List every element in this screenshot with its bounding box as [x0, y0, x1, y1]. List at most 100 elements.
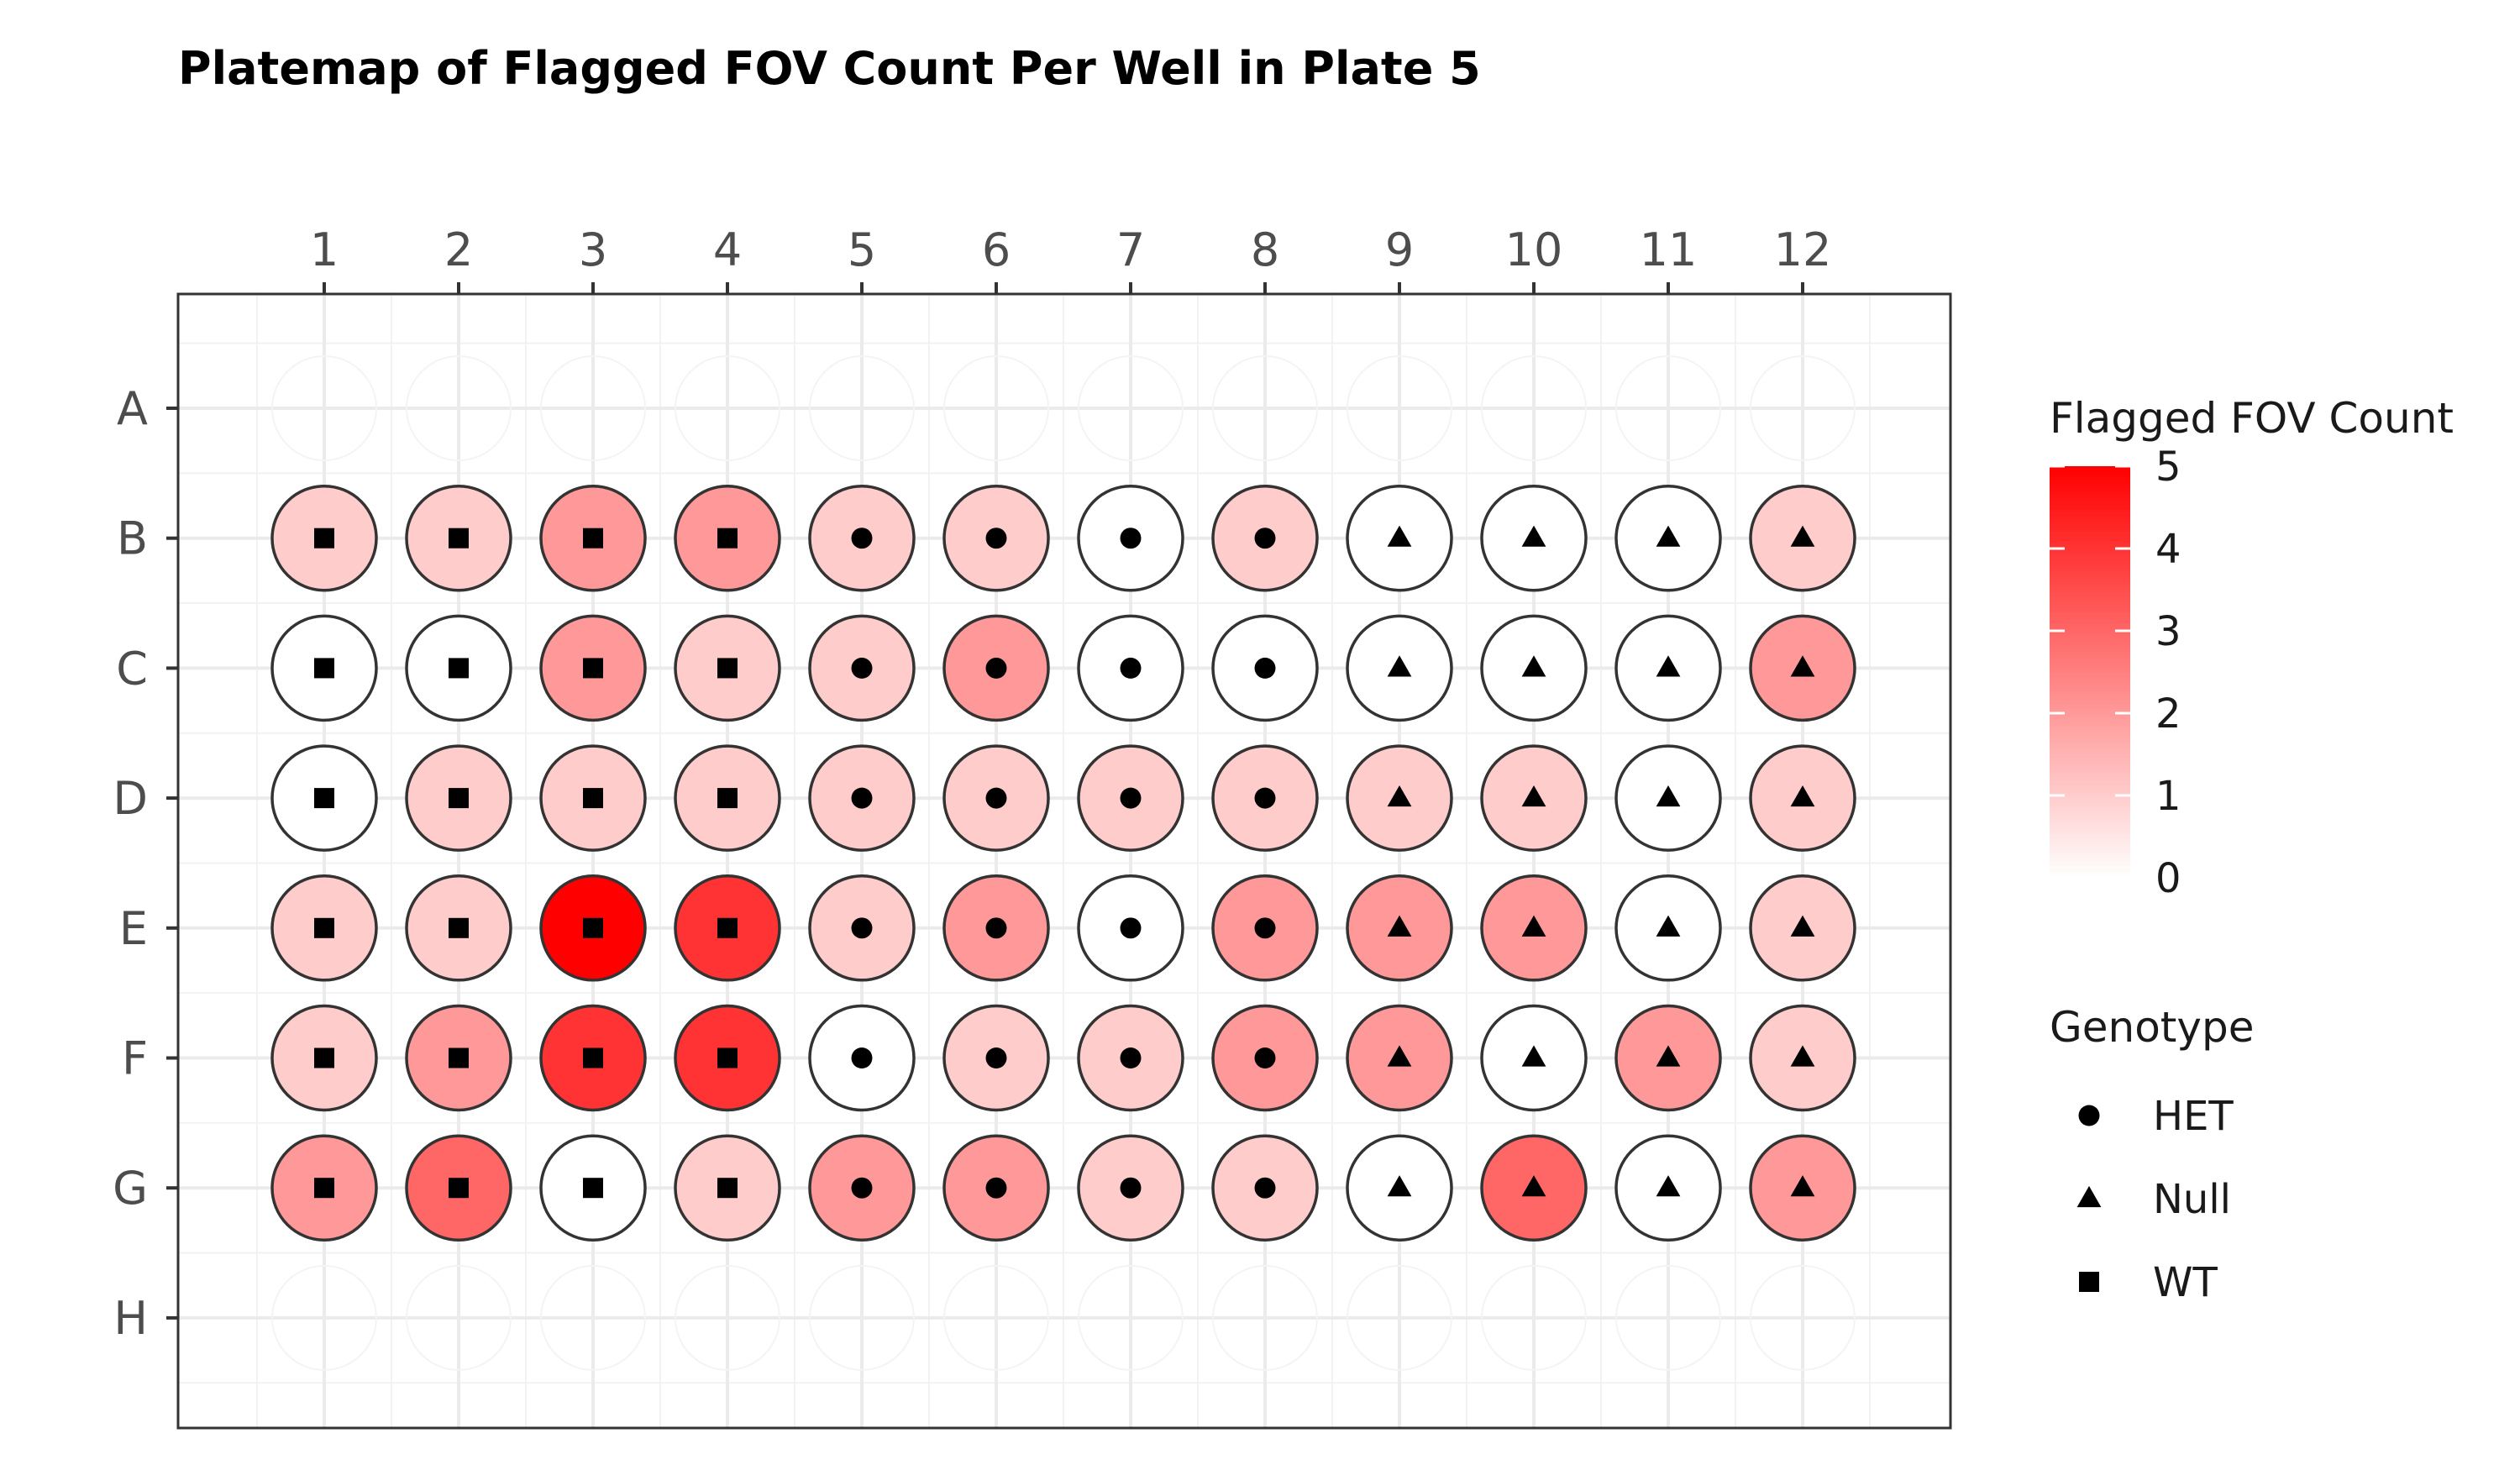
well-marker-F11	[1656, 1045, 1681, 1067]
empty-well-H10	[1481, 1264, 1587, 1371]
well-marker-F9	[1387, 1045, 1412, 1067]
well-marker-F8	[1254, 1047, 1276, 1068]
well-marker-G10	[1521, 1175, 1546, 1197]
x-tick-label: 12	[1774, 223, 1832, 276]
x-tick-label: 10	[1505, 223, 1563, 276]
well-marker-C8	[1254, 657, 1276, 679]
empty-well-H5	[809, 1264, 915, 1371]
well-marker-D5	[851, 787, 873, 809]
y-tick-label: D	[113, 772, 148, 825]
well-marker-E7	[1120, 917, 1142, 939]
well-marker-F6	[985, 1047, 1007, 1068]
empty-well-H3	[540, 1264, 646, 1371]
well-marker-F1	[314, 1047, 334, 1068]
well-marker-D1	[314, 788, 334, 809]
legend-label-wt: WT	[2153, 1259, 2218, 1306]
genotype-legend-title: Genotype	[2050, 1003, 2254, 1052]
well-marker-C7	[1120, 657, 1142, 679]
empty-well-A2	[406, 355, 512, 461]
x-tick-label: 6	[982, 223, 1011, 276]
well-marker-E11	[1656, 915, 1681, 937]
well-marker-F3	[583, 1047, 603, 1068]
empty-well-H9	[1347, 1264, 1452, 1371]
empty-well-A11	[1615, 355, 1721, 461]
empty-well-H12	[1750, 1264, 1856, 1371]
well-marker-G6	[985, 1177, 1007, 1199]
y-tick-label: E	[119, 902, 148, 955]
well-marker-B9	[1387, 525, 1412, 547]
y-tick-label: B	[117, 512, 148, 565]
panel-border	[176, 292, 1952, 1430]
legend-key-het	[2078, 1105, 2100, 1126]
well-marker-B4	[717, 528, 738, 549]
legend-label-null: Null	[2153, 1176, 2231, 1223]
well-marker-D11	[1656, 785, 1681, 807]
colorbar-tick-label: 1	[2155, 773, 2181, 820]
empty-well-H8	[1212, 1264, 1318, 1371]
well-marker-D12	[1790, 785, 1815, 807]
well-marker-E10	[1521, 915, 1546, 937]
empty-well-A7	[1078, 355, 1184, 461]
well-marker-B2	[449, 528, 469, 549]
empty-well-A12	[1750, 355, 1856, 461]
well-marker-C5	[851, 657, 873, 679]
well-marker-G4	[717, 1178, 738, 1199]
well-marker-F10	[1521, 1045, 1546, 1067]
colorbar-gradient	[2050, 466, 2130, 878]
x-tick-label: 11	[1640, 223, 1698, 276]
x-tick-label: 1	[310, 223, 339, 276]
well-marker-B7	[1120, 528, 1142, 549]
well-marker-C6	[985, 657, 1007, 679]
well-marker-C11	[1656, 655, 1681, 677]
well-marker-C4	[717, 658, 738, 679]
well-marker-C1	[314, 658, 334, 679]
well-marker-C9	[1387, 655, 1412, 677]
empty-well-H11	[1615, 1264, 1721, 1371]
chart-title: Platemap of Flagged FOV Count Per Well i…	[178, 42, 1481, 95]
well-marker-G2	[449, 1178, 469, 1199]
x-tick-label: 8	[1251, 223, 1279, 276]
well-marker-D8	[1254, 787, 1276, 809]
well-marker-B10	[1521, 525, 1546, 547]
well-marker-F7	[1120, 1047, 1142, 1068]
y-tick-label: F	[122, 1032, 148, 1085]
well-marker-E2	[449, 917, 469, 938]
colorbar-tick-label: 0	[2155, 855, 2181, 902]
well-marker-D7	[1120, 787, 1142, 809]
well-marker-E8	[1254, 917, 1276, 939]
well-marker-E1	[314, 917, 334, 938]
well-marker-D6	[985, 787, 1007, 809]
well-marker-F4	[717, 1047, 738, 1068]
well-marker-D9	[1387, 785, 1412, 807]
y-tick-label: H	[113, 1292, 148, 1345]
x-tick-label: 7	[1116, 223, 1145, 276]
empty-well-A1	[271, 355, 377, 461]
y-tick-label: A	[117, 382, 148, 435]
x-tick-label: 3	[579, 223, 607, 276]
well-marker-B1	[314, 528, 334, 549]
empty-well-A10	[1481, 355, 1587, 461]
well-marker-D2	[449, 788, 469, 809]
empty-well-A8	[1212, 355, 1318, 461]
colorbar-title: Flagged FOV Count	[2050, 394, 2454, 443]
empty-well-H1	[271, 1264, 377, 1371]
empty-well-A9	[1347, 355, 1452, 461]
well-marker-E9	[1387, 915, 1412, 937]
well-marker-G3	[583, 1178, 603, 1199]
well-marker-F2	[449, 1047, 469, 1068]
well-marker-G5	[851, 1177, 873, 1199]
well-marker-E6	[985, 917, 1007, 939]
well-marker-B11	[1656, 525, 1681, 547]
empty-well-A5	[809, 355, 915, 461]
well-marker-E4	[717, 917, 738, 938]
well-marker-B6	[985, 528, 1007, 549]
empty-well-H7	[1078, 1264, 1184, 1371]
colorbar-tick-label: 3	[2155, 608, 2181, 655]
empty-well-A6	[943, 355, 1049, 461]
well-marker-G7	[1120, 1177, 1142, 1199]
colorbar-tick-label: 5	[2155, 444, 2181, 491]
well-marker-B5	[851, 528, 873, 549]
legend-key-null	[2076, 1185, 2102, 1208]
well-marker-G11	[1656, 1175, 1681, 1197]
well-marker-C2	[449, 658, 469, 679]
